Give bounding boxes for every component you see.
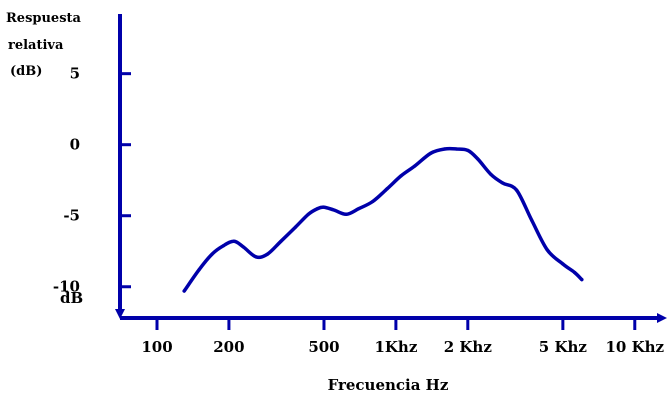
x-axis-label: Frecuencia Hz [328,376,449,394]
x-tick-label: 100 [141,338,172,356]
data-point [371,199,375,204]
response-curve [182,146,584,293]
data-point [489,172,493,177]
data-point [265,252,270,256]
data-point [399,174,403,178]
y-axis-label-line-2: relativa [8,38,64,53]
data-point [573,270,577,275]
y-axis-label-line-3: (dB) [10,64,42,79]
data-point [322,205,326,209]
y-tick-label: 5 [70,65,80,83]
data-point [530,218,534,222]
data-point [561,262,565,266]
data-point [254,255,258,259]
data-point [344,212,348,216]
x-tick-label: 1Khz [374,338,417,356]
data-point [279,239,283,243]
data-point [580,278,584,282]
y-tick-label: -5 [63,207,80,225]
data-point [182,289,186,293]
data-point [357,207,361,211]
data-point [197,268,201,272]
data-point [232,239,236,243]
data-point [476,157,480,161]
y-axis-label-line-1: Respuesta [6,11,82,26]
y-tick-label: 0 [70,136,80,154]
data-point [413,164,417,168]
x-tick-label: 10 Khz [605,338,664,356]
data-point [293,225,298,229]
data-point [443,147,447,151]
data-point [501,181,505,185]
data-point [306,212,310,216]
data-point [241,245,245,249]
x-tick-label: 2 Khz [444,338,493,356]
x-tick-label: 5 Khz [539,338,588,356]
data-point [316,207,320,211]
y-ticks: 5 0 -5 -10 [53,65,131,296]
data-point [466,148,470,152]
x-ticks: 100 200 500 1Khz 2 Khz 5 Khz 10 Khz [141,318,665,356]
y-unit-label: dB [60,289,83,307]
data-point [429,151,433,155]
data-point [385,187,389,191]
y-tick-label: -10 [53,278,80,296]
x-tick-label: 200 [213,338,244,356]
series-group [182,146,584,293]
data-point [210,252,214,256]
data-point [455,147,459,151]
data-point [332,208,336,212]
data-point [222,244,226,248]
x-tick-label: 500 [308,338,339,356]
data-point [515,188,519,192]
data-point [545,248,549,252]
